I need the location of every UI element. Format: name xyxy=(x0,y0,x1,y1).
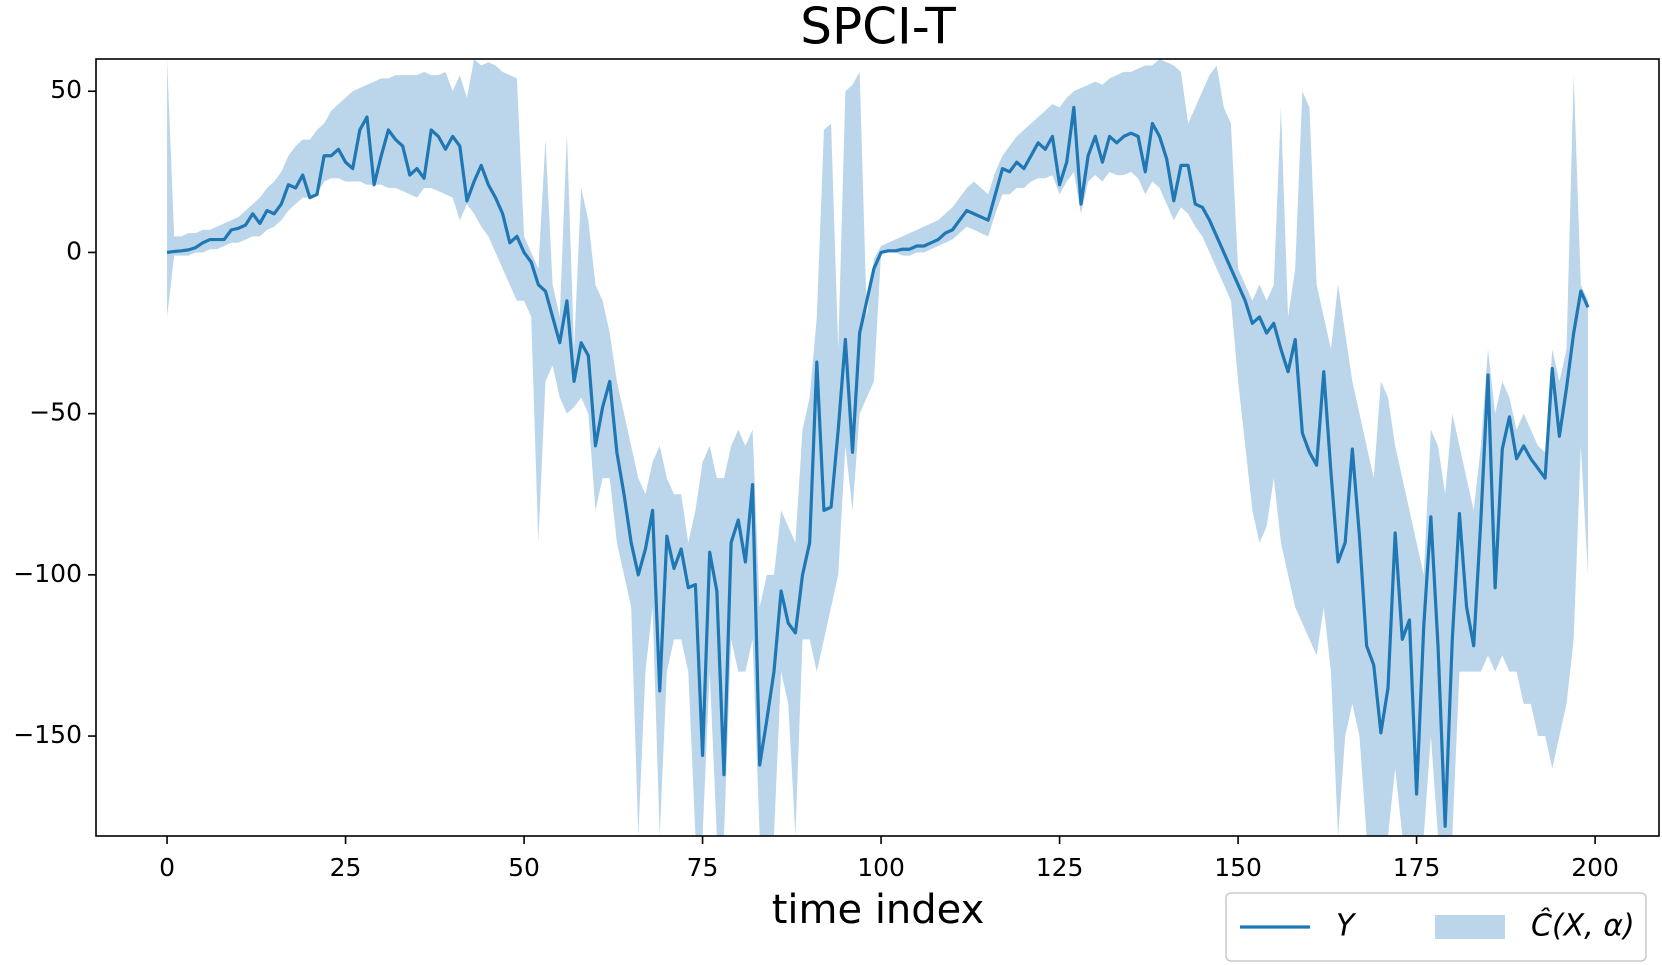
line xyxy=(166,105,1590,828)
legend: Y Ĉ(X, α) xyxy=(1225,892,1647,962)
x-tick-label: 50 xyxy=(508,853,540,882)
x-tick-label: 75 xyxy=(687,853,719,882)
legend-swatch xyxy=(1435,915,1505,939)
y-tick-label: −150 xyxy=(13,720,82,749)
legend-label: Y xyxy=(1336,909,1357,944)
y-tick-label: −50 xyxy=(29,398,82,427)
x-axis-label: time index xyxy=(772,887,985,933)
x-tick-label: 175 xyxy=(1393,853,1441,882)
axes-frame xyxy=(95,58,1660,837)
plot-area xyxy=(166,59,1590,836)
x-tick-label: 200 xyxy=(1571,853,1619,882)
x-tick-label: 125 xyxy=(1036,853,1084,882)
y-tick-label: −100 xyxy=(13,559,82,588)
y-tick-label: 0 xyxy=(66,236,82,265)
legend-label: Ĉ(X, α) xyxy=(1531,907,1635,944)
chart-title: SPCI-T xyxy=(800,0,956,56)
x-tick-label: 0 xyxy=(159,853,175,882)
x-tick-label: 100 xyxy=(857,853,905,882)
x-tick-label: 25 xyxy=(330,853,362,882)
x-tick-label: 150 xyxy=(1214,853,1262,882)
y-tick-label: 50 xyxy=(50,75,82,104)
confidence-band xyxy=(167,59,1588,836)
